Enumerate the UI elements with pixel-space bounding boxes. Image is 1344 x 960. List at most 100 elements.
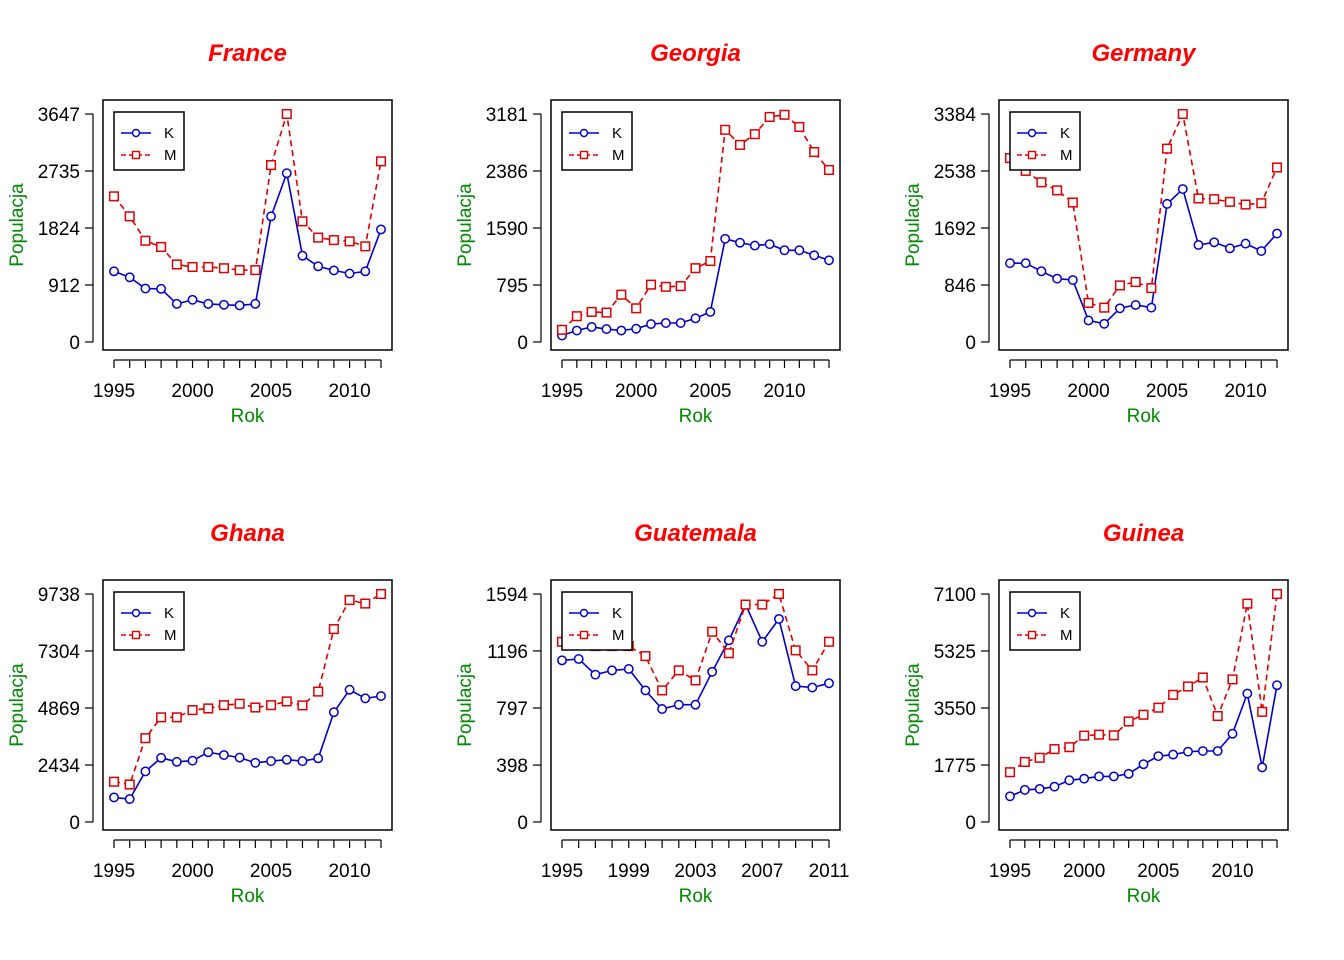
data-point-m: [1153, 702, 1164, 713]
data-point-k: [1099, 318, 1110, 329]
data-point-k: [297, 250, 308, 261]
data-point-k: [328, 265, 339, 276]
data-point-m: [616, 289, 627, 300]
data-point-k: [790, 681, 801, 692]
data-point-m: [281, 108, 292, 120]
data-point-k: [203, 298, 214, 309]
data-point-m: [571, 311, 582, 322]
data-point-k: [1114, 303, 1125, 314]
data-point-k: [1019, 784, 1030, 795]
x-tick-label: 1995: [93, 381, 135, 402]
data-point-k: [124, 272, 135, 283]
y-tick-label: 0: [69, 333, 80, 354]
data-point-m: [1271, 162, 1283, 173]
data-point-m: [586, 306, 597, 317]
data-point-k: [590, 669, 601, 680]
x-tick-label: 2010: [328, 861, 370, 882]
data-point-m: [156, 241, 167, 253]
data-point-k: [573, 653, 584, 664]
series-line-k: [1010, 187, 1278, 325]
legend-label-m: M: [1060, 627, 1073, 644]
data-point-m: [187, 705, 198, 716]
legend-label-k: K: [164, 605, 174, 622]
data-point-m: [124, 779, 135, 790]
x-tick-label: 2003: [674, 861, 716, 882]
data-point-m: [1049, 744, 1060, 755]
series-m: [556, 109, 835, 335]
data-point-m: [344, 236, 355, 247]
data-point-m: [705, 255, 716, 267]
y-axis-label: Populacja: [903, 663, 924, 747]
x-tick-label: 1995: [93, 861, 135, 882]
data-point-m: [779, 109, 790, 120]
x-tick-label: 2005: [250, 861, 292, 882]
data-point-k: [1168, 749, 1179, 760]
legend-label-m: M: [164, 627, 177, 644]
data-point-k: [571, 325, 582, 336]
data-point-k: [1034, 783, 1045, 794]
legend: KM: [1009, 591, 1081, 651]
data-point-k: [234, 752, 245, 763]
data-point-m: [360, 598, 371, 609]
data-point-k: [1177, 184, 1188, 195]
data-point-m: [156, 712, 167, 723]
x-tick-label: 2000: [615, 381, 657, 402]
data-point-k: [1108, 771, 1119, 782]
data-point-m: [218, 700, 229, 711]
series-k: [109, 684, 386, 805]
data-point-k: [809, 250, 820, 261]
y-axis-label: Populacja: [7, 663, 28, 747]
data-point-k: [1083, 315, 1094, 326]
y-tick-label: 0: [517, 813, 528, 834]
data-point-m: [313, 232, 324, 243]
data-point-k: [1049, 781, 1060, 792]
x-tick-label: 2005: [689, 381, 731, 402]
data-point-m: [734, 139, 746, 150]
data-point-m: [140, 733, 151, 744]
data-point-k: [1020, 258, 1031, 269]
data-point-k: [1197, 746, 1208, 756]
data-point-m: [1130, 276, 1141, 288]
data-point-k: [601, 324, 612, 335]
legend-label-m: M: [1060, 147, 1073, 164]
data-point-m: [764, 111, 775, 122]
data-point-m: [203, 261, 214, 273]
data-point-m: [1123, 716, 1134, 727]
y-tick-label: 0: [517, 333, 528, 354]
x-tick-label: 2005: [250, 381, 292, 402]
x-tick-label: 1995: [541, 861, 583, 882]
x-tick-label: 2010: [1211, 861, 1253, 882]
data-point-k: [1162, 198, 1173, 209]
data-point-m: [794, 121, 805, 133]
data-point-m: [1146, 283, 1157, 294]
chart-title: Georgia: [650, 40, 741, 67]
data-point-m: [1004, 767, 1016, 778]
series-k: [1005, 184, 1282, 329]
y-axis-label: Populacja: [455, 183, 476, 267]
data-point-k: [1256, 246, 1267, 256]
x-tick-label: 2010: [763, 381, 805, 402]
x-axis-label: Rok: [231, 886, 265, 907]
data-point-k: [660, 318, 671, 328]
data-point-m: [1067, 197, 1078, 208]
data-point-m: [1227, 674, 1238, 685]
data-point-k: [328, 707, 339, 718]
data-point-m: [375, 156, 387, 167]
y-tick-label: 912: [48, 276, 80, 297]
data-point-k: [1005, 791, 1015, 802]
data-point-m: [171, 259, 182, 270]
data-point-k: [344, 684, 355, 695]
data-point-m: [1256, 198, 1267, 209]
data-point-k: [1052, 273, 1063, 284]
data-point-m: [1114, 280, 1125, 291]
y-tick-label: 1775: [934, 756, 976, 777]
data-point-m: [1224, 196, 1235, 207]
y-tick-label: 797: [496, 699, 528, 720]
x-tick-label: 2011: [809, 861, 850, 882]
data-point-m: [140, 235, 151, 246]
x-tick-label: 1995: [989, 861, 1031, 882]
data-point-k: [344, 268, 355, 279]
series-line-k: [113, 688, 382, 800]
data-point-k: [124, 794, 135, 805]
